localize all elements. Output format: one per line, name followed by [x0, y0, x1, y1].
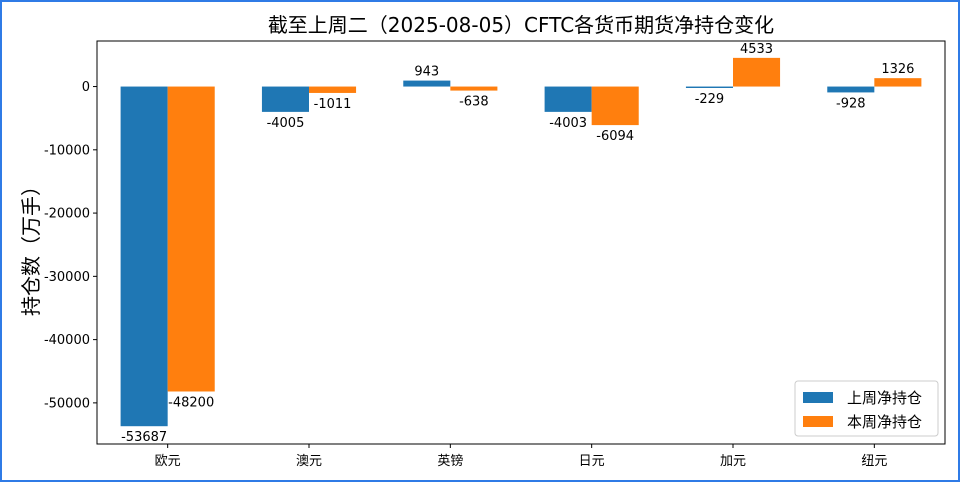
data-label: -53687: [121, 430, 167, 445]
data-label: -229: [695, 92, 725, 107]
legend-label: 上周净持仓: [847, 389, 922, 407]
y-tick-label: 0: [82, 80, 90, 95]
bar: [120, 86, 168, 427]
legend-swatch: [803, 392, 833, 403]
bar: [733, 57, 781, 87]
legend-swatch: [803, 416, 833, 427]
data-label: -1011: [314, 97, 352, 112]
bar: [874, 78, 922, 87]
data-label: -6094: [596, 129, 634, 144]
bar: [167, 86, 215, 392]
data-label: -638: [459, 95, 489, 110]
y-tick-label: -50000: [44, 396, 90, 411]
x-tick-label: 加元: [720, 454, 746, 469]
legend-label: 本周净持仓: [847, 413, 922, 431]
bar: [827, 86, 875, 93]
y-axis-label: 持仓数（万手）: [19, 176, 43, 316]
bar: [685, 86, 733, 88]
x-tick-label: 纽元: [861, 454, 887, 469]
data-label: -4003: [549, 116, 587, 131]
x-tick-label: 澳元: [296, 453, 322, 469]
bar: [591, 86, 639, 126]
data-label: 943: [414, 65, 439, 80]
bar: [309, 86, 357, 93]
x-tick-label: 日元: [579, 454, 605, 469]
data-label: 1326: [881, 62, 914, 77]
y-tick-label: -40000: [44, 333, 90, 348]
y-tick-label: -10000: [44, 143, 90, 158]
bar: [450, 86, 498, 91]
data-label: -4005: [267, 116, 305, 131]
y-tick-label: -20000: [44, 207, 90, 222]
bar: [544, 86, 592, 112]
data-label: 4533: [740, 42, 773, 57]
x-tick-label: 英镑: [437, 453, 463, 469]
bar: [261, 86, 309, 112]
data-label: -48200: [168, 395, 214, 410]
plot-area: [96, 40, 946, 445]
chart-title: 截至上周二（2025-08-05）CFTC各货币期货净持仓变化: [268, 13, 774, 37]
bar: [403, 80, 451, 87]
x-tick-label: 欧元: [155, 454, 181, 469]
y-tick-label: -30000: [44, 270, 90, 285]
data-label: -928: [836, 96, 866, 111]
